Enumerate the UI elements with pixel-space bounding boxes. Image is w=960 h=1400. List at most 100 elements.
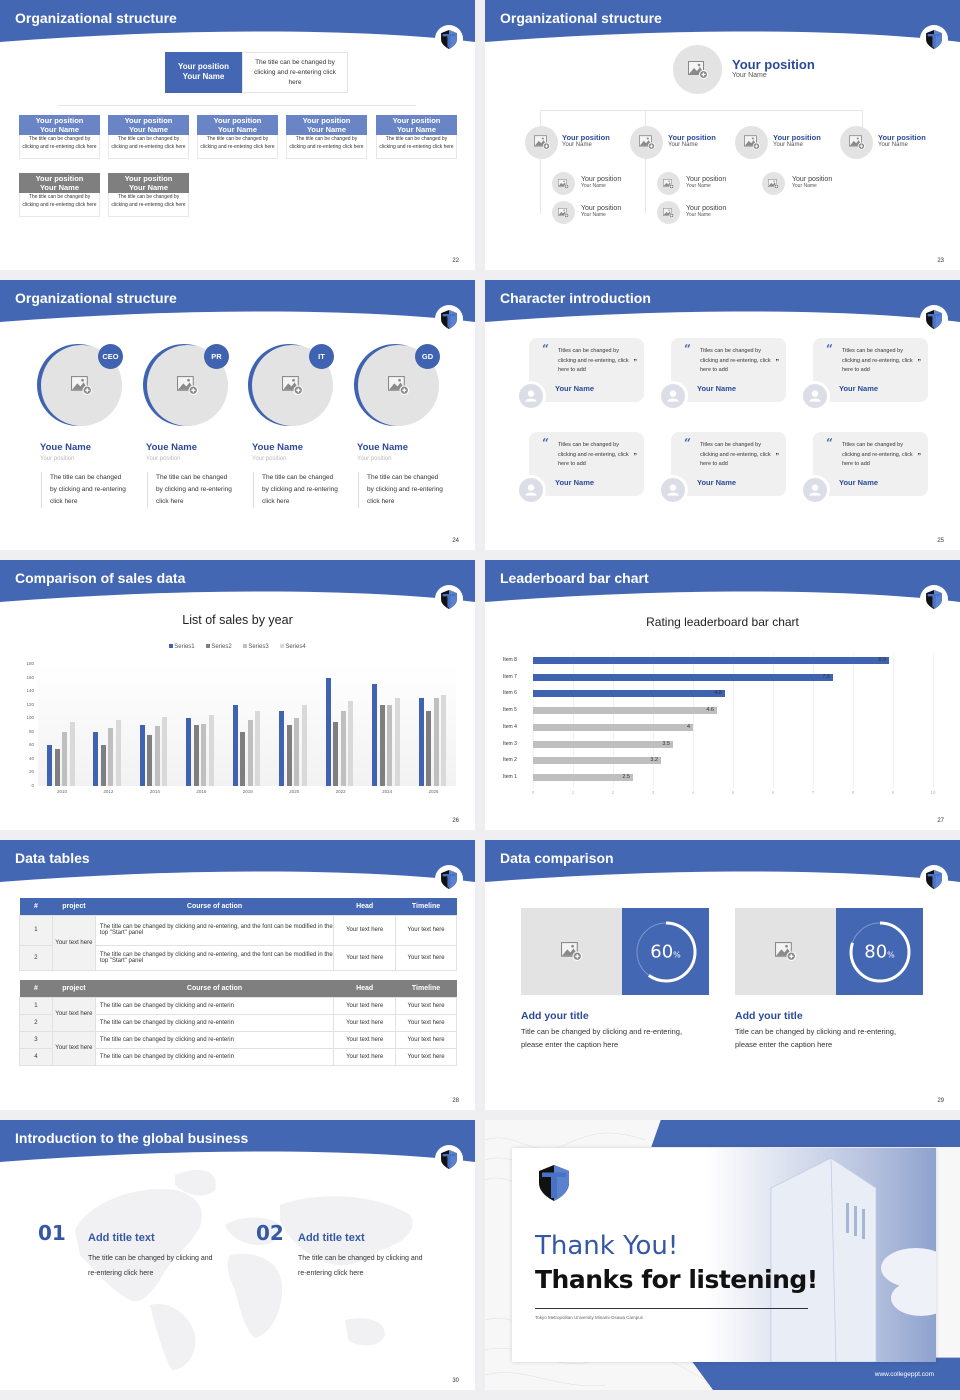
- user-icon: [665, 388, 681, 404]
- slide-thank-you[interactable]: Thank You! Thanks for listening! Tokyo M…: [485, 1120, 960, 1390]
- slide-26-sales-comparison[interactable]: Comparison of sales data List of sales b…: [0, 560, 475, 830]
- connector-line: [540, 110, 862, 111]
- position-text: Your position Your Name: [686, 205, 726, 218]
- cell-head: Your text here: [333, 996, 397, 1015]
- position-label: Your position: [562, 133, 610, 142]
- close-quote-icon: ”: [917, 359, 922, 366]
- person-photo-ring[interactable]: PR: [143, 344, 229, 428]
- cell-head: Your text here: [333, 1030, 397, 1049]
- person-photo-ring[interactable]: IT: [248, 344, 334, 428]
- shield-logo-icon: [539, 1165, 569, 1201]
- table-row[interactable]: 1 Your text here The title can be change…: [19, 914, 457, 971]
- chart-bar: [418, 697, 424, 786]
- position-label: Your position: [732, 57, 815, 72]
- quote-card[interactable]: “ Titles can be changed by clicking and r…: [671, 432, 786, 496]
- org-card[interactable]: Your position Your Name The title can be …: [197, 115, 278, 159]
- slide-25-character-intro[interactable]: Character introduction “ Titles can be ch…: [485, 280, 960, 550]
- table-row[interactable]: 1 Your text here The title can be change…: [19, 996, 457, 1032]
- table-row[interactable]: 2 The title can be changed by clicking a…: [19, 944, 457, 971]
- user-icon: [807, 482, 823, 498]
- org-top-box[interactable]: Your position Your Name: [165, 52, 242, 93]
- avatar[interactable]: [840, 126, 873, 159]
- position-label: Your position: [792, 176, 833, 183]
- table-row[interactable]: 3 Your text here The title can be change…: [19, 1030, 457, 1066]
- item-desc: Title can be changed by clicking and re-…: [735, 1027, 897, 1049]
- table-row[interactable]: 2 The title can be changed by clicking a…: [19, 1013, 457, 1032]
- shield-logo-icon: [441, 310, 457, 329]
- avatar-small[interactable]: [657, 172, 680, 195]
- bar-category-label: Item 8: [503, 657, 517, 663]
- card-name: Your Name: [217, 125, 258, 134]
- y-tick-label: 120: [26, 701, 34, 707]
- x-tick-label: 2016: [196, 789, 207, 794]
- col-header: Course of action: [186, 984, 243, 992]
- cell-num: 1: [19, 996, 53, 1015]
- column-chart-plot: [38, 664, 456, 786]
- avatar-small[interactable]: [762, 172, 785, 195]
- connector-line: [645, 110, 646, 214]
- image-placeholder[interactable]: [735, 908, 836, 995]
- quote-name: Your Name: [555, 478, 595, 487]
- avatar-small[interactable]: [657, 201, 680, 224]
- page-number: 30: [452, 1378, 459, 1384]
- avatar-top[interactable]: [673, 45, 722, 94]
- slide-28-data-tables[interactable]: Data tables # project Course of action H…: [0, 840, 475, 1110]
- website-link[interactable]: www.collegeppt.com: [874, 1371, 934, 1378]
- chart-bar: 4: [533, 723, 693, 731]
- bar-category-label: Item 1: [503, 773, 517, 780]
- table-row[interactable]: 4 The title can be changed by clicking a…: [19, 1047, 457, 1066]
- y-tick-label: 40: [28, 755, 34, 761]
- cell-head: Your text here: [333, 1047, 397, 1066]
- org-card[interactable]: Your position Your Name The title can be …: [19, 173, 100, 217]
- chart-bar: [286, 725, 292, 786]
- name-label: Your Name: [581, 212, 606, 218]
- avatar[interactable]: [630, 126, 663, 159]
- person-photo-ring[interactable]: CEO: [37, 344, 123, 428]
- chart-bar: 3.5: [533, 740, 673, 748]
- slide-29-data-comparison[interactable]: Data comparison 60% Add your title Title…: [485, 840, 960, 1110]
- org-card[interactable]: Your position Your Name The title can be …: [108, 173, 189, 217]
- grid-line: [613, 653, 614, 788]
- image-placeholder[interactable]: [521, 908, 622, 995]
- avatar-small[interactable]: [552, 201, 575, 224]
- logo-badge: [435, 585, 463, 613]
- slide-22-org-structure[interactable]: Organizational structure Your position Y…: [0, 0, 475, 270]
- slide-27-leaderboard[interactable]: Leaderboard bar chart Rating leaderboard…: [485, 560, 960, 830]
- x-tick-label: 3: [651, 790, 655, 795]
- org-card[interactable]: Your position Your Name The title can be …: [19, 115, 100, 159]
- person-photo-ring[interactable]: GD: [354, 344, 440, 428]
- slide-23-org-structure[interactable]: Organizational structure Your position Y…: [485, 0, 960, 270]
- quote-card[interactable]: “ Titles can be changed by clicking and r…: [813, 338, 928, 402]
- org-card[interactable]: Your position Your Name The title can be …: [376, 115, 457, 159]
- slide-24-org-structure[interactable]: Organizational structure CEO Youe Name Y…: [0, 280, 475, 550]
- slide-header: Organizational structure: [485, 0, 960, 46]
- cell-action: The title can be changed by clicking and…: [94, 944, 335, 971]
- role-tag: PR: [204, 344, 229, 369]
- org-card[interactable]: Your position Your Name The title can be …: [286, 115, 367, 159]
- page-number: 27: [937, 818, 944, 824]
- slide-30-global-business[interactable]: Introduction to the global business 01 A…: [0, 1120, 475, 1390]
- page-number: 29: [937, 1098, 944, 1104]
- col-header: Head: [356, 902, 374, 910]
- thank-you-heading: Thank You!: [535, 1231, 679, 1261]
- org-card[interactable]: Your position Your Name The title can be …: [108, 115, 189, 159]
- cell-timeline: Your text here: [395, 944, 457, 971]
- avatar-small[interactable]: [552, 172, 575, 195]
- shield-logo-icon: [926, 310, 942, 329]
- image-placeholder-icon: [639, 135, 655, 150]
- avatar[interactable]: [525, 126, 558, 159]
- chart-title: List of sales by year: [182, 613, 293, 627]
- quote-card[interactable]: “ Titles can be changed by clicking and r…: [529, 432, 644, 496]
- position-text: Your position Your Name: [562, 133, 610, 148]
- x-tick-label: 2024: [382, 789, 393, 794]
- bar-value-label: 3.2: [650, 757, 658, 764]
- chart-bar: [100, 745, 106, 786]
- quote-card[interactable]: “ Titles can be changed by clicking and r…: [671, 338, 786, 402]
- quote-card[interactable]: “ Titles can be changed by clicking and r…: [813, 432, 928, 496]
- logo-badge: [920, 585, 948, 613]
- avatar[interactable]: [735, 126, 768, 159]
- chart-bar: [426, 711, 432, 786]
- connector-line: [58, 105, 416, 106]
- logo-badge: [920, 305, 948, 333]
- quote-card[interactable]: “ Titles can be changed by clicking and r…: [529, 338, 644, 402]
